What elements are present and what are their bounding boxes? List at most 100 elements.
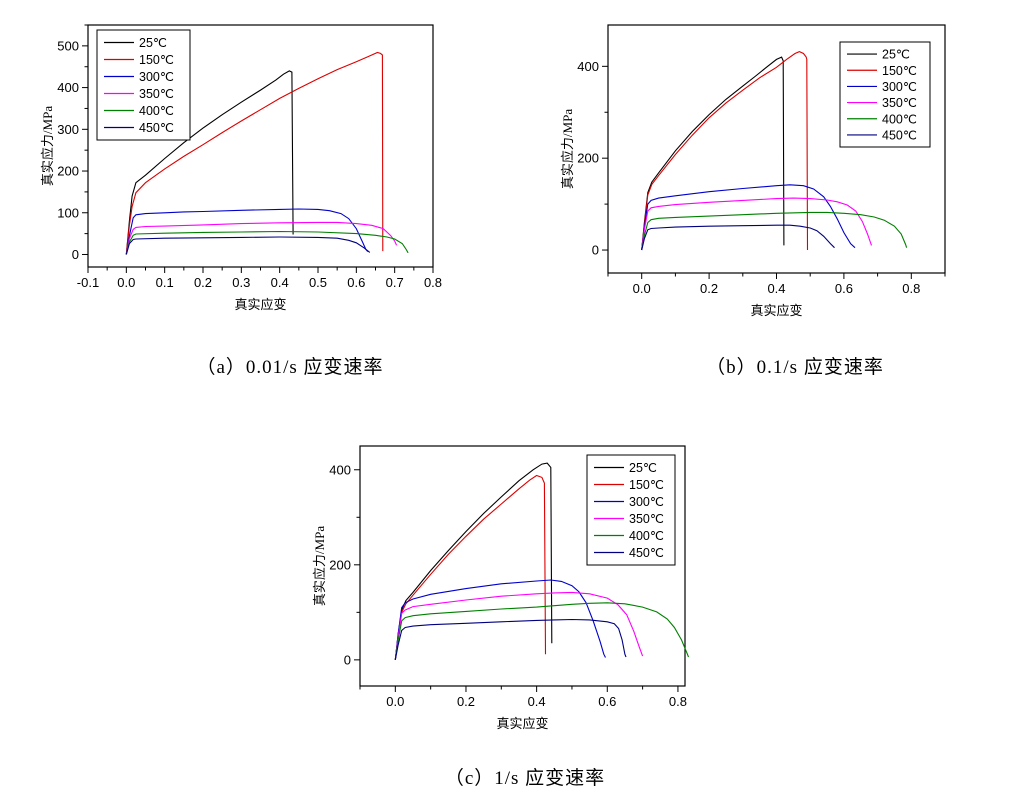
series-line-300c <box>125 208 369 255</box>
y-axis-ticks: 0 200 400 <box>329 462 360 667</box>
legend-label: 25℃ <box>882 48 910 62</box>
legend-label: 450℃ <box>882 128 917 142</box>
legend-item: 450℃ <box>594 546 664 560</box>
x-axis-ticks: 0.0 0.2 0.4 0.6 0.8 <box>359 686 687 709</box>
x-tick-label: 0.8 <box>902 281 920 296</box>
y-tick-label: 500 <box>57 38 79 53</box>
series-line-450c <box>394 618 627 661</box>
legend-label: 25℃ <box>629 461 657 475</box>
series-line-400c <box>641 211 908 251</box>
x-tick-label: 0.2 <box>194 275 212 290</box>
legend-item: 150℃ <box>847 64 917 78</box>
y-axis-label: 真实应力/MPa <box>40 106 55 186</box>
legend: 25℃ 150℃ 300℃ 350℃ 400℃ 450℃ <box>96 29 191 141</box>
x-tick-label: 0.0 <box>633 281 651 296</box>
x-tick-label: 0.6 <box>598 694 616 709</box>
series-line-400c <box>125 230 409 255</box>
chart-b-strain-rate-0.1: 0.0 0.2 0.4 0.6 0.8 0 200 400 真实应变 真实应力/MPa 25℃ 150… <box>560 8 990 333</box>
x-tick-label: 0.4 <box>271 275 289 290</box>
legend-label: 450℃ <box>139 121 174 135</box>
legend-item: 25℃ <box>594 461 657 475</box>
series-line-400c <box>394 602 690 660</box>
legend-item: 300℃ <box>847 80 917 94</box>
y-tick-label: 400 <box>329 462 351 477</box>
y-axis-ticks: 0 100 200 300 400 500 <box>57 24 88 262</box>
legend-box <box>839 41 931 148</box>
plot-frame <box>359 445 686 687</box>
series-line-25c <box>641 56 785 251</box>
legend-item: 150℃ <box>594 478 664 492</box>
legend-item: 350℃ <box>594 512 664 526</box>
series-line-350c <box>125 221 398 255</box>
x-axis-label: 真实应变 <box>750 303 802 318</box>
legend-item: 400℃ <box>594 529 664 543</box>
legend: 25℃ 150℃ 300℃ 350℃ 400℃ 450℃ <box>839 41 931 148</box>
legend-label: 350℃ <box>139 87 174 101</box>
series-line-300c <box>394 579 606 660</box>
legend-label: 450℃ <box>629 546 664 560</box>
legend-item: 450℃ <box>104 121 174 135</box>
x-tick-label: 0.0 <box>117 275 135 290</box>
legend-label: 150℃ <box>629 478 664 492</box>
legend-item: 450℃ <box>847 128 917 142</box>
y-tick-label: 300 <box>57 122 79 137</box>
legend-label: 150℃ <box>882 64 917 78</box>
caption-b: （b）0.1/s 应变速率 <box>706 357 884 378</box>
series-line-25c <box>394 462 553 660</box>
y-axis-label: 真实应力/MPa <box>560 109 575 189</box>
series-line-150c <box>394 474 547 660</box>
x-tick-label: 0.7 <box>386 275 404 290</box>
series-line-150c <box>641 50 809 251</box>
x-tick-label: 0.4 <box>767 281 785 296</box>
legend-box <box>586 454 676 566</box>
x-tick-label: 0.6 <box>835 281 853 296</box>
legend-item: 350℃ <box>104 87 174 101</box>
series-line-350c <box>641 197 873 251</box>
x-axis-label: 真实应变 <box>234 297 286 312</box>
chart-c-svg: 0.0 0.2 0.4 0.6 0.8 0 200 400 真实应变 真实应力/MPa 25℃ 150… <box>312 445 690 731</box>
legend-item: 350℃ <box>847 96 917 110</box>
legend-item: 25℃ <box>104 36 167 50</box>
legend-label: 350℃ <box>882 96 917 110</box>
y-tick-label: 400 <box>577 59 599 74</box>
caption-a: （a）0.01/s 应变速率 <box>196 357 384 378</box>
series-line-350c <box>394 591 644 660</box>
y-tick-label: 0 <box>344 652 351 667</box>
y-tick-label: 400 <box>57 80 79 95</box>
legend-label: 150℃ <box>139 53 174 67</box>
x-tick-label: -0.1 <box>77 275 99 290</box>
x-tick-label: 0.2 <box>457 694 475 709</box>
y-tick-label: 200 <box>577 151 599 166</box>
legend-item: 300℃ <box>594 495 664 509</box>
chart-a-strain-rate-0.01: -0.1 0.0 0.1 0.2 0.3 0.4 0.5 0.6 0.7 0.8 0 100 200 30… <box>30 8 465 333</box>
legend-label: 25℃ <box>139 36 167 50</box>
legend-label: 400℃ <box>882 112 917 126</box>
x-tick-label: 0.8 <box>424 275 442 290</box>
legend-label: 400℃ <box>139 104 174 118</box>
x-tick-label: 0.3 <box>232 275 250 290</box>
legend-label: 300℃ <box>139 70 174 84</box>
series-line-300c <box>641 184 856 251</box>
x-tick-label: 0.4 <box>528 694 546 709</box>
legend-item: 300℃ <box>104 70 174 84</box>
series-line-450c <box>125 236 371 255</box>
legend-item: 400℃ <box>847 112 917 126</box>
caption-c: （c）1/s 应变速率 <box>444 768 606 789</box>
legend-label: 300℃ <box>629 495 664 509</box>
legend-label: 300℃ <box>882 80 917 94</box>
series-line-150c <box>125 51 384 255</box>
chart-a-svg: -0.1 0.0 0.1 0.2 0.3 0.4 0.5 0.6 0.7 0.8 0 100 200 30… <box>40 24 442 312</box>
y-tick-label: 200 <box>57 164 79 179</box>
legend-label: 350℃ <box>629 512 664 526</box>
chart-b-svg: 0.0 0.2 0.4 0.6 0.8 0 200 400 真实应变 真实应力/MPa 25℃ 150… <box>560 24 946 318</box>
legend: 25℃ 150℃ 300℃ 350℃ 400℃ 450℃ <box>586 454 676 566</box>
x-tick-label: 0.5 <box>309 275 327 290</box>
x-axis-ticks: 0.0 0.2 0.4 0.6 0.8 <box>607 273 946 296</box>
legend-label: 400℃ <box>629 529 664 543</box>
y-axis-label: 真实应力/MPa <box>312 526 327 606</box>
x-tick-label: 0.1 <box>156 275 174 290</box>
y-axis-ticks: 0 200 400 <box>577 59 608 258</box>
y-tick-label: 0 <box>592 243 599 258</box>
y-tick-label: 0 <box>72 247 79 262</box>
